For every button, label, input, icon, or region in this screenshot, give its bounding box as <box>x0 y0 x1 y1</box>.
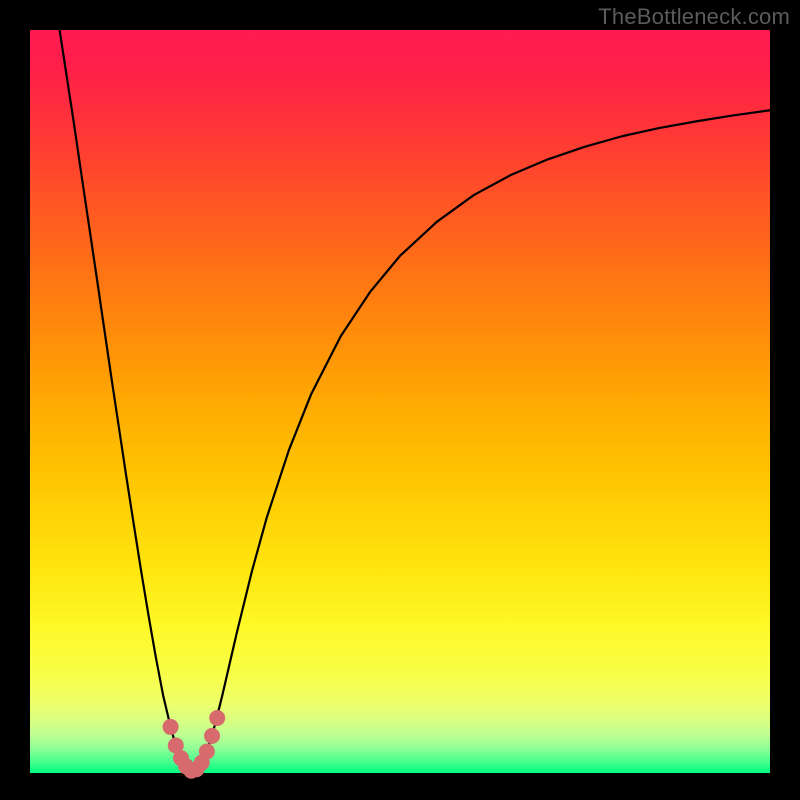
marker-point <box>210 711 225 726</box>
gradient-background <box>30 30 770 773</box>
marker-point <box>205 728 220 743</box>
watermark-text: TheBottleneck.com <box>598 4 790 30</box>
chart-svg <box>0 0 800 800</box>
marker-point <box>163 719 178 734</box>
marker-point <box>199 744 214 759</box>
chart-root: TheBottleneck.com <box>0 0 800 800</box>
